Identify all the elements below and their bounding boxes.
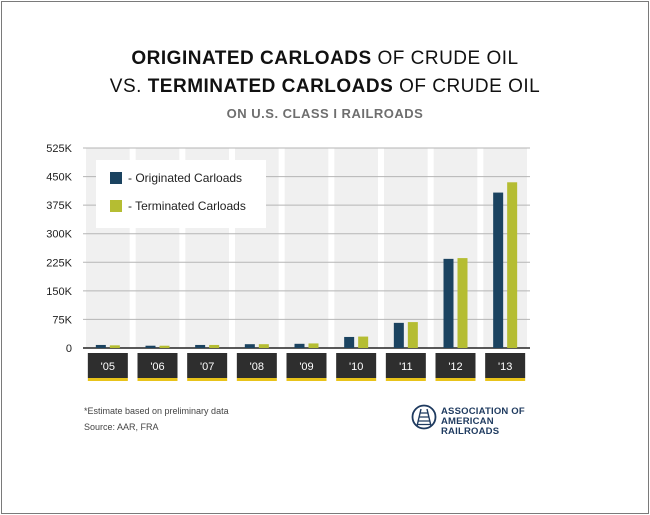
x-label-accent [87, 378, 128, 381]
legend-swatch-originated [110, 172, 122, 184]
y-tick-label: 150K [46, 286, 72, 298]
x-label-accent [137, 378, 178, 381]
x-label-accent [435, 378, 476, 381]
chart-title-line-1: ORIGINATED CARLOADS OF CRUDE OIL [131, 48, 519, 69]
x-tick-label: '10 [349, 361, 363, 373]
bar-terminated [407, 322, 418, 348]
x-label-box [187, 353, 228, 378]
bar-terminated [457, 258, 468, 348]
logo-text-line-1: ASSOCIATION OF [441, 406, 525, 417]
x-label-box [336, 353, 377, 378]
bar-terminated [308, 343, 319, 348]
x-label-accent [485, 378, 526, 381]
bar-terminated [209, 344, 220, 348]
x-label-accent [385, 378, 426, 381]
category-band [433, 148, 478, 348]
legend-swatch-terminated [110, 200, 122, 212]
chart-subtitle: ON U.S. CLASS I RAILROADS [226, 106, 424, 121]
bar-originated [145, 345, 156, 348]
x-label-box [236, 353, 277, 378]
footnote: *Estimate based on preliminary data [84, 406, 229, 416]
x-tick-label: '11 [399, 361, 413, 373]
y-tick-label: 225K [46, 257, 72, 269]
legend-label-originated: - Originated Carloads [128, 171, 243, 185]
x-tick-label: '07 [200, 361, 214, 373]
x-tick-label: '13 [498, 361, 512, 373]
bar-terminated [109, 345, 120, 348]
legend-item-terminated: - Terminated Carloads [110, 198, 246, 214]
bar-terminated [258, 344, 269, 348]
y-tick-label: 300K [46, 229, 72, 241]
x-label-accent [336, 378, 377, 381]
bar-originated [344, 336, 355, 348]
bar-originated [443, 258, 454, 348]
legend: - Originated Carloads - Terminated Carlo… [96, 160, 266, 228]
bar-originated [195, 344, 206, 348]
x-label-accent [286, 378, 327, 381]
bar-originated [95, 344, 106, 348]
category-band [334, 148, 378, 348]
railroad-track-icon [411, 404, 437, 430]
y-tick-label: 375K [46, 200, 72, 212]
logo-text: ASSOCIATION OF AMERICAN RAILROADS [441, 407, 541, 437]
category-band [284, 148, 329, 348]
x-label-box [286, 353, 327, 378]
x-label-box [87, 353, 128, 378]
category-band [384, 148, 428, 348]
legend-item-originated: - Originated Carloads [110, 170, 242, 186]
x-tick-label: '12 [448, 361, 462, 373]
x-label-box [385, 353, 426, 378]
bar-originated [393, 322, 404, 348]
x-tick-label: '05 [101, 361, 115, 373]
chart-title-line-2: VS. TERMINATED CARLOADS OF CRUDE OIL [109, 76, 541, 97]
bar-originated [294, 343, 305, 348]
category-band [483, 148, 527, 348]
logo-text-line-2: AMERICAN RAILROADS [441, 416, 500, 437]
y-tick-label: 525K [46, 143, 72, 155]
x-tick-label: '09 [299, 361, 313, 373]
x-label-box [435, 353, 476, 378]
bar-terminated [507, 182, 518, 348]
y-tick-label: 0 [66, 343, 72, 355]
x-label-accent [236, 378, 277, 381]
source-note: Source: AAR, FRA [84, 422, 159, 432]
x-tick-label: '06 [150, 361, 164, 373]
y-tick-label: 75K [52, 314, 72, 326]
bar-originated [493, 192, 504, 348]
x-label-accent [187, 378, 228, 381]
bar-originated [244, 344, 255, 348]
x-label-box [485, 353, 526, 378]
y-tick-label: 450K [46, 172, 72, 184]
legend-label-terminated: - Terminated Carloads [128, 199, 246, 213]
bar-terminated [159, 345, 170, 348]
aar-logo: ASSOCIATION OF AMERICAN RAILROADS [411, 404, 541, 437]
x-tick-label: '08 [250, 361, 264, 373]
bar-terminated [358, 336, 369, 348]
x-label-box [137, 353, 178, 378]
